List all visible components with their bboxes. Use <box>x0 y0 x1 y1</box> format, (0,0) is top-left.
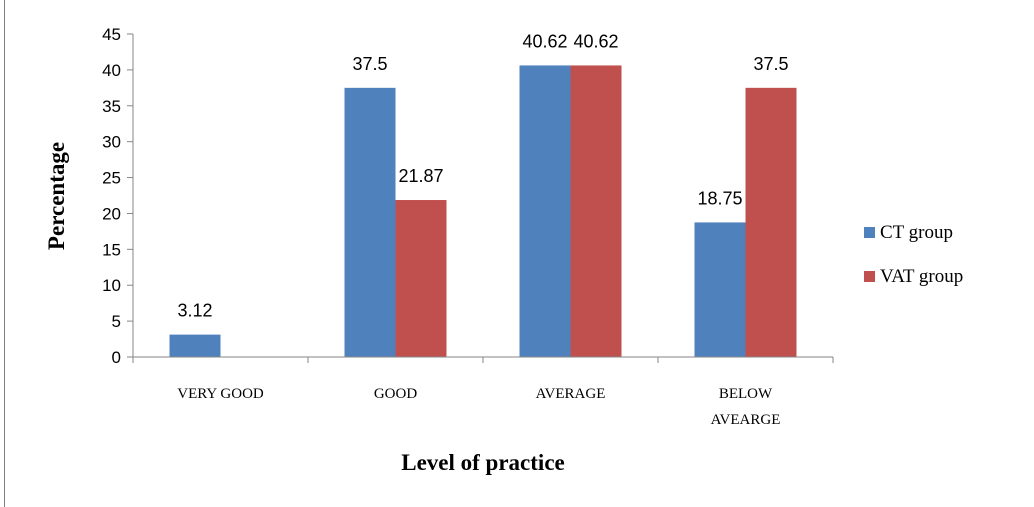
bar <box>694 222 746 357</box>
y-tick-label: 10 <box>102 276 121 295</box>
y-tick-label: 35 <box>102 97 121 116</box>
x-tick-label: BELOW <box>719 386 773 402</box>
legend-label: CT group <box>880 222 953 243</box>
data-label: 37.5 <box>753 54 788 74</box>
data-label: 40.62 <box>573 31 618 51</box>
legend-swatch <box>864 271 875 282</box>
y-tick-label: 45 <box>102 25 121 44</box>
bar <box>395 200 447 357</box>
y-tick-label: 25 <box>102 169 121 188</box>
x-tick-label: GOOD <box>374 386 417 402</box>
y-tick-label: 30 <box>102 133 121 152</box>
data-label: 18.75 <box>697 188 742 208</box>
data-label: 40.62 <box>522 31 567 51</box>
y-tick-label: 40 <box>102 61 121 80</box>
data-label: 37.5 <box>352 54 387 74</box>
legend-label: VAT group <box>880 266 963 287</box>
y-tick-label: 0 <box>112 348 121 367</box>
y-tick-label: 5 <box>112 312 121 331</box>
y-axis-title: Percentage <box>44 142 69 250</box>
bar <box>169 334 221 357</box>
x-axis-title: Level of practice <box>401 450 564 475</box>
bar <box>745 87 797 357</box>
bar <box>570 65 622 358</box>
y-tick-label: 15 <box>102 240 121 259</box>
data-label: 21.87 <box>398 166 443 186</box>
x-tick-label: AVEARGE <box>711 412 781 428</box>
y-tick-label: 20 <box>102 204 121 223</box>
legend-swatch <box>864 227 875 238</box>
data-label: 3.12 <box>177 301 212 321</box>
bar <box>344 87 396 357</box>
x-tick-label: VERY GOOD <box>177 386 264 402</box>
chart-frame <box>4 0 1034 507</box>
bar <box>519 65 571 358</box>
x-tick-label: AVERAGE <box>536 386 606 402</box>
